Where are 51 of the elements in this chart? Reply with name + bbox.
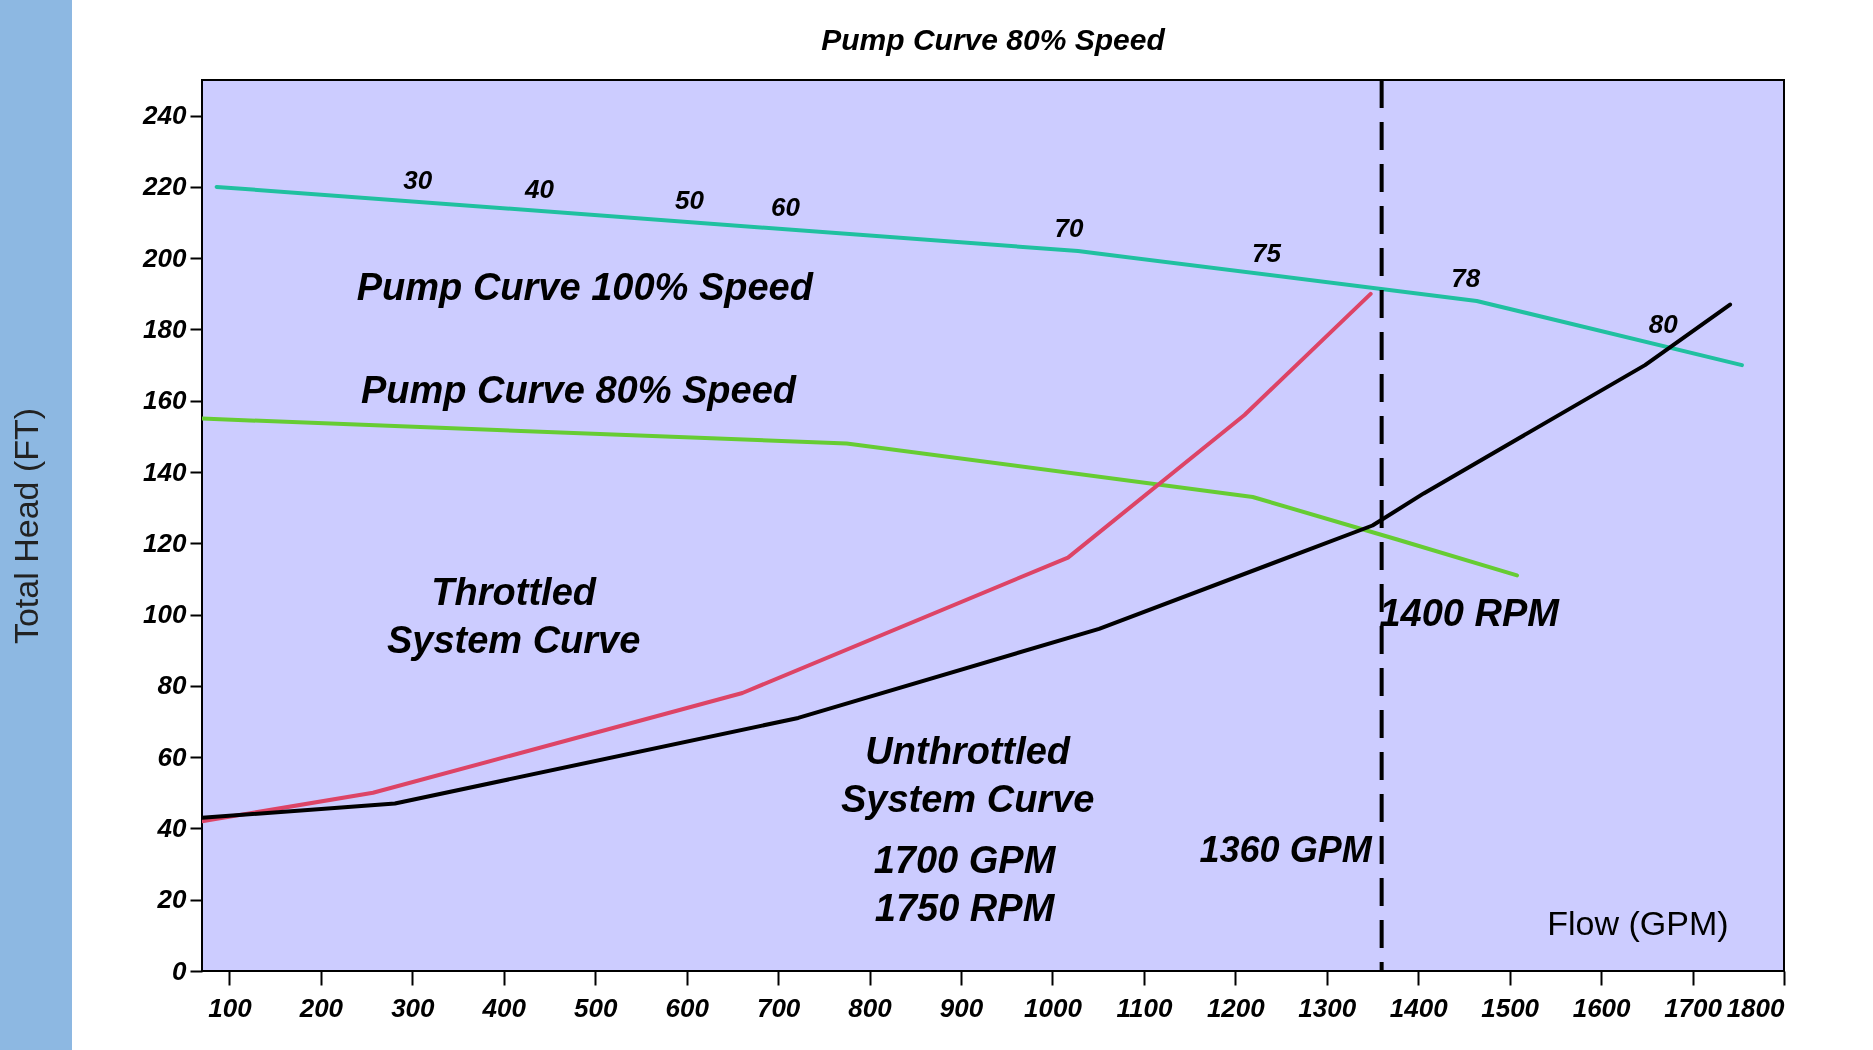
- y-tick-label: 240: [142, 100, 188, 131]
- y-tick-label: 160: [143, 385, 188, 416]
- annotation: 80: [1648, 309, 1679, 340]
- x-tick-label: 200: [298, 992, 344, 1023]
- x-tick-label: 1800: [1726, 992, 1786, 1023]
- y-tick-label: 120: [143, 527, 188, 558]
- annotation: 60: [770, 192, 801, 223]
- x-tick-label: 1300: [1298, 992, 1357, 1023]
- y-tick-label: 0: [172, 955, 188, 986]
- x-axis-title: Flow (GPM): [1547, 903, 1729, 942]
- annotation: 40: [523, 173, 555, 204]
- series-label: Pump Curve 80% Speed: [360, 368, 797, 411]
- y-tick-label: 220: [142, 171, 188, 202]
- x-tick-label: 1000: [1024, 992, 1083, 1023]
- y-tick-label: 140: [143, 456, 188, 487]
- y-tick-label: 40: [156, 812, 188, 843]
- annotation: 1400 RPM: [1379, 591, 1561, 634]
- x-tick-label: 100: [208, 992, 253, 1023]
- x-tick-label: 400: [481, 992, 527, 1023]
- y-tick-label: 20: [156, 884, 188, 915]
- annotation: 1700 GPM: [873, 839, 1057, 882]
- series-label: Pump Curve 100% Speed: [356, 266, 814, 309]
- x-tick-label: 700: [756, 992, 801, 1023]
- x-tick-label: 1500: [1481, 992, 1540, 1023]
- y-tick-label: 80: [157, 670, 188, 701]
- annotation: 78: [1451, 262, 1481, 293]
- x-tick-label: 600: [665, 992, 710, 1023]
- x-tick-label: 1200: [1206, 992, 1266, 1023]
- x-tick-label: 800: [848, 992, 893, 1023]
- x-tick-label: 300: [391, 992, 436, 1023]
- annotation: 50: [674, 185, 705, 216]
- x-tick-label: 1400: [1389, 992, 1449, 1023]
- annotation: 70: [1054, 213, 1084, 244]
- series-label: Unthrottled System Curve: [840, 729, 1095, 820]
- chart-title: Pump Curve 80% Speed: [821, 23, 1166, 56]
- y-tick-label: 200: [142, 242, 188, 273]
- annotation: 30: [403, 164, 433, 195]
- y-tick-label: 60: [157, 741, 188, 772]
- line-series: [202, 416, 1519, 578]
- x-tick-label: 500: [574, 992, 618, 1023]
- y-tick-label: 100: [143, 599, 188, 630]
- y-tick-label: 180: [143, 313, 188, 344]
- x-tick-label: 1700: [1664, 992, 1723, 1023]
- x-tick-label: 1600: [1572, 992, 1632, 1023]
- series-label: Throttled System Curve: [386, 571, 641, 662]
- annotation: 75: [1251, 237, 1282, 268]
- x-tick-label: 1100: [1116, 992, 1173, 1023]
- annotation: 1750 RPM: [874, 887, 1056, 930]
- y-axis-title: Total Head (FT): [6, 407, 45, 645]
- ref-line-label: 1360 GPM: [1199, 828, 1373, 870]
- x-tick-label: 900: [939, 992, 984, 1023]
